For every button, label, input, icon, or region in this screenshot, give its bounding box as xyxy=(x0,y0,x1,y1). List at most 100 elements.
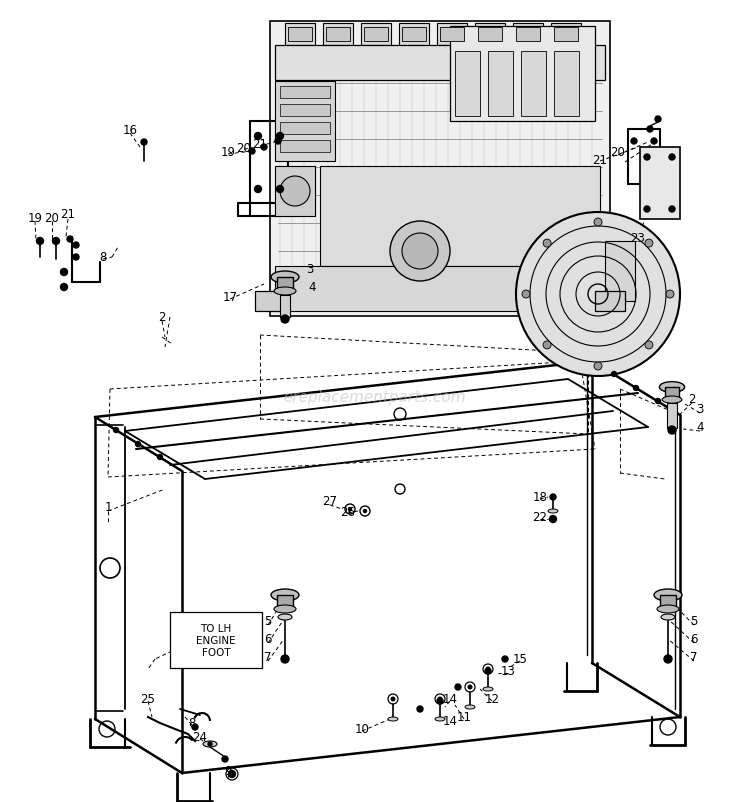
Bar xyxy=(554,52,579,117)
Bar xyxy=(513,24,543,46)
Text: 20: 20 xyxy=(236,141,251,154)
Circle shape xyxy=(61,284,68,291)
Bar xyxy=(285,24,315,46)
Ellipse shape xyxy=(271,589,299,602)
Circle shape xyxy=(417,706,423,712)
Circle shape xyxy=(485,668,491,674)
Text: 5: 5 xyxy=(264,615,272,628)
Bar xyxy=(280,296,290,318)
Circle shape xyxy=(229,771,236,777)
Bar xyxy=(255,292,285,312)
Circle shape xyxy=(277,133,284,140)
Ellipse shape xyxy=(435,717,445,721)
Bar xyxy=(364,28,388,42)
Text: 20: 20 xyxy=(44,211,59,225)
Circle shape xyxy=(651,139,657,145)
Text: 1: 1 xyxy=(104,501,112,514)
Circle shape xyxy=(516,213,680,376)
Text: 19: 19 xyxy=(220,145,236,158)
Bar xyxy=(488,52,513,117)
Text: 23: 23 xyxy=(631,231,646,244)
Circle shape xyxy=(644,155,650,160)
Text: 24: 24 xyxy=(193,731,208,743)
Circle shape xyxy=(222,756,228,762)
Circle shape xyxy=(281,655,289,663)
Bar xyxy=(640,148,680,220)
Circle shape xyxy=(611,372,616,377)
Text: 25: 25 xyxy=(140,693,155,706)
Circle shape xyxy=(141,140,147,146)
Circle shape xyxy=(438,697,442,701)
Circle shape xyxy=(666,290,674,298)
Bar xyxy=(450,27,595,122)
Bar xyxy=(437,24,467,46)
Circle shape xyxy=(668,427,676,435)
Text: 7: 7 xyxy=(264,650,272,664)
Circle shape xyxy=(656,399,661,404)
Bar xyxy=(275,82,335,162)
Circle shape xyxy=(280,176,310,207)
Text: 8: 8 xyxy=(188,717,196,730)
Ellipse shape xyxy=(465,705,475,709)
Text: 10: 10 xyxy=(355,723,370,735)
Ellipse shape xyxy=(661,614,675,620)
Circle shape xyxy=(543,342,551,350)
Text: 3: 3 xyxy=(306,263,314,276)
Bar xyxy=(288,28,312,42)
Ellipse shape xyxy=(483,687,493,691)
Bar xyxy=(277,595,293,610)
Circle shape xyxy=(192,724,198,730)
Text: 4: 4 xyxy=(308,282,316,294)
Text: 6: 6 xyxy=(690,633,698,646)
Ellipse shape xyxy=(274,288,296,296)
Text: TO LH
ENGINE
FOOT: TO LH ENGINE FOOT xyxy=(196,623,236,658)
Text: 2: 2 xyxy=(688,393,696,406)
Text: 22: 22 xyxy=(532,511,548,524)
Bar xyxy=(270,22,610,317)
Text: 2: 2 xyxy=(158,311,166,324)
Text: 21: 21 xyxy=(253,138,268,152)
Circle shape xyxy=(158,455,163,460)
Bar xyxy=(280,123,330,135)
Circle shape xyxy=(402,233,438,269)
Ellipse shape xyxy=(654,589,682,602)
Text: 14: 14 xyxy=(442,693,458,706)
Circle shape xyxy=(669,155,675,160)
Bar xyxy=(475,24,505,46)
FancyBboxPatch shape xyxy=(170,612,262,668)
Bar xyxy=(478,28,502,42)
Circle shape xyxy=(550,516,556,523)
Text: 13: 13 xyxy=(500,665,515,678)
Text: 11: 11 xyxy=(457,711,472,723)
Circle shape xyxy=(437,698,443,704)
Circle shape xyxy=(594,363,602,371)
Bar xyxy=(516,28,540,42)
Text: 8: 8 xyxy=(99,251,106,264)
Bar xyxy=(275,267,605,312)
Text: 17: 17 xyxy=(223,291,238,304)
Circle shape xyxy=(645,342,653,350)
Ellipse shape xyxy=(388,717,398,721)
Circle shape xyxy=(67,237,73,243)
Circle shape xyxy=(468,686,472,689)
Circle shape xyxy=(275,139,281,145)
Bar xyxy=(275,46,605,81)
Circle shape xyxy=(37,238,44,245)
Text: 15: 15 xyxy=(512,653,527,666)
Circle shape xyxy=(254,186,262,193)
Bar xyxy=(399,24,429,46)
Circle shape xyxy=(390,221,450,282)
Ellipse shape xyxy=(271,272,299,284)
Text: ereplacementparts.com: ereplacementparts.com xyxy=(284,390,466,405)
Circle shape xyxy=(644,207,650,213)
Bar xyxy=(280,105,330,117)
Bar xyxy=(667,403,677,428)
Circle shape xyxy=(502,656,508,662)
Circle shape xyxy=(543,240,551,248)
Bar xyxy=(660,595,676,610)
Circle shape xyxy=(550,494,556,500)
Text: 12: 12 xyxy=(484,693,500,706)
Bar xyxy=(664,387,680,400)
Bar xyxy=(326,28,350,42)
Bar xyxy=(455,52,480,117)
